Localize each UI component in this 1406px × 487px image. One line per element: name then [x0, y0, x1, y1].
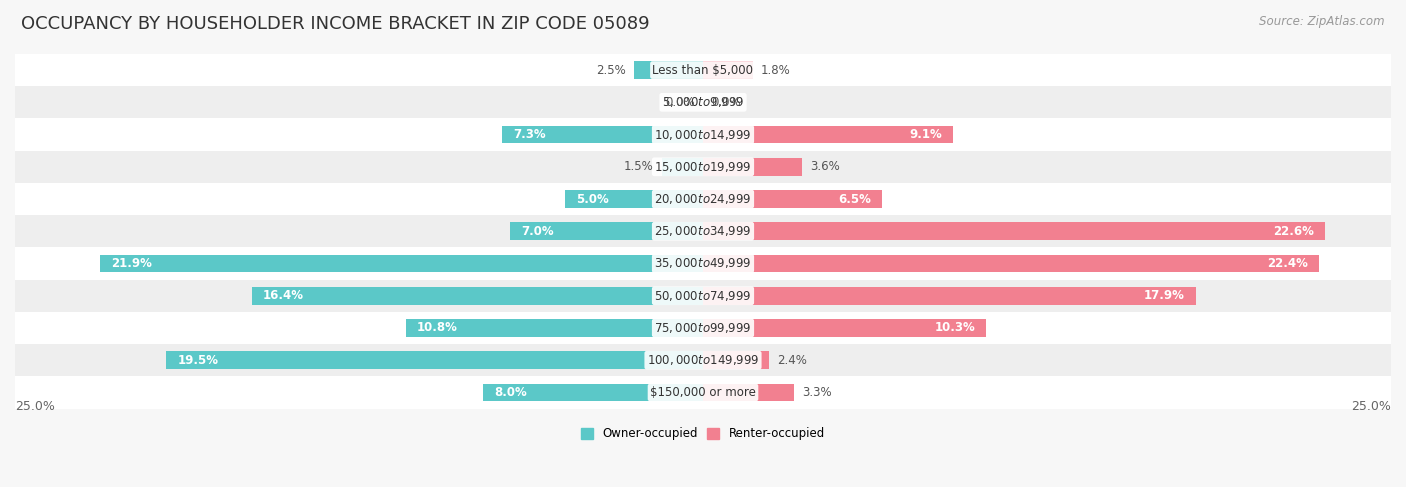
Text: 3.3%: 3.3% — [801, 386, 832, 399]
Bar — [15, 86, 1391, 118]
Bar — [662, 158, 703, 176]
Text: Source: ZipAtlas.com: Source: ZipAtlas.com — [1260, 15, 1385, 28]
Bar — [703, 126, 953, 143]
Text: 10.3%: 10.3% — [935, 321, 976, 335]
Bar — [482, 384, 703, 401]
Text: 2.5%: 2.5% — [596, 64, 626, 76]
Bar — [703, 223, 1324, 240]
Bar — [252, 287, 703, 304]
Text: 7.0%: 7.0% — [522, 225, 554, 238]
Bar — [15, 344, 1391, 376]
Text: $35,000 to $49,999: $35,000 to $49,999 — [654, 257, 752, 270]
Legend: Owner-occupied, Renter-occupied: Owner-occupied, Renter-occupied — [576, 423, 830, 445]
Bar — [15, 247, 1391, 280]
Text: $10,000 to $14,999: $10,000 to $14,999 — [654, 128, 752, 142]
Text: 22.4%: 22.4% — [1268, 257, 1309, 270]
Bar — [15, 215, 1391, 247]
Text: $20,000 to $24,999: $20,000 to $24,999 — [654, 192, 752, 206]
Text: OCCUPANCY BY HOUSEHOLDER INCOME BRACKET IN ZIP CODE 05089: OCCUPANCY BY HOUSEHOLDER INCOME BRACKET … — [21, 15, 650, 33]
Bar — [703, 287, 1195, 304]
Bar — [15, 280, 1391, 312]
Text: 25.0%: 25.0% — [15, 400, 55, 413]
Bar — [565, 190, 703, 208]
Bar — [703, 384, 794, 401]
Text: 1.8%: 1.8% — [761, 64, 790, 76]
Text: $50,000 to $74,999: $50,000 to $74,999 — [654, 289, 752, 303]
Bar — [100, 255, 703, 272]
Text: 0.0%: 0.0% — [665, 96, 695, 109]
Bar — [15, 150, 1391, 183]
Text: $25,000 to $34,999: $25,000 to $34,999 — [654, 224, 752, 238]
Bar — [703, 158, 801, 176]
Text: 1.5%: 1.5% — [624, 160, 654, 173]
Text: $150,000 or more: $150,000 or more — [650, 386, 756, 399]
Text: 0.0%: 0.0% — [711, 96, 741, 109]
Bar — [15, 376, 1391, 409]
Bar — [703, 255, 1319, 272]
Bar — [510, 223, 703, 240]
Bar — [703, 351, 769, 369]
Bar — [15, 183, 1391, 215]
Bar — [502, 126, 703, 143]
Bar — [703, 190, 882, 208]
Text: 16.4%: 16.4% — [263, 289, 304, 302]
Text: 21.9%: 21.9% — [111, 257, 152, 270]
Bar — [166, 351, 703, 369]
Bar — [15, 54, 1391, 86]
Text: 6.5%: 6.5% — [838, 192, 870, 206]
Bar — [703, 319, 987, 337]
Bar — [406, 319, 703, 337]
Text: $100,000 to $149,999: $100,000 to $149,999 — [647, 353, 759, 367]
Bar — [15, 118, 1391, 150]
Bar — [703, 61, 752, 79]
Text: $5,000 to $9,999: $5,000 to $9,999 — [662, 95, 744, 109]
Text: 25.0%: 25.0% — [1351, 400, 1391, 413]
Text: 10.8%: 10.8% — [416, 321, 458, 335]
Text: 8.0%: 8.0% — [494, 386, 527, 399]
Text: 5.0%: 5.0% — [576, 192, 609, 206]
Text: 3.6%: 3.6% — [810, 160, 839, 173]
Bar — [15, 312, 1391, 344]
Text: 9.1%: 9.1% — [910, 128, 942, 141]
Text: 7.3%: 7.3% — [513, 128, 546, 141]
Text: $75,000 to $99,999: $75,000 to $99,999 — [654, 321, 752, 335]
Text: 2.4%: 2.4% — [778, 354, 807, 367]
Text: Less than $5,000: Less than $5,000 — [652, 64, 754, 76]
Text: 22.6%: 22.6% — [1272, 225, 1315, 238]
Bar — [634, 61, 703, 79]
Text: 19.5%: 19.5% — [177, 354, 218, 367]
Text: 17.9%: 17.9% — [1143, 289, 1185, 302]
Text: $15,000 to $19,999: $15,000 to $19,999 — [654, 160, 752, 174]
